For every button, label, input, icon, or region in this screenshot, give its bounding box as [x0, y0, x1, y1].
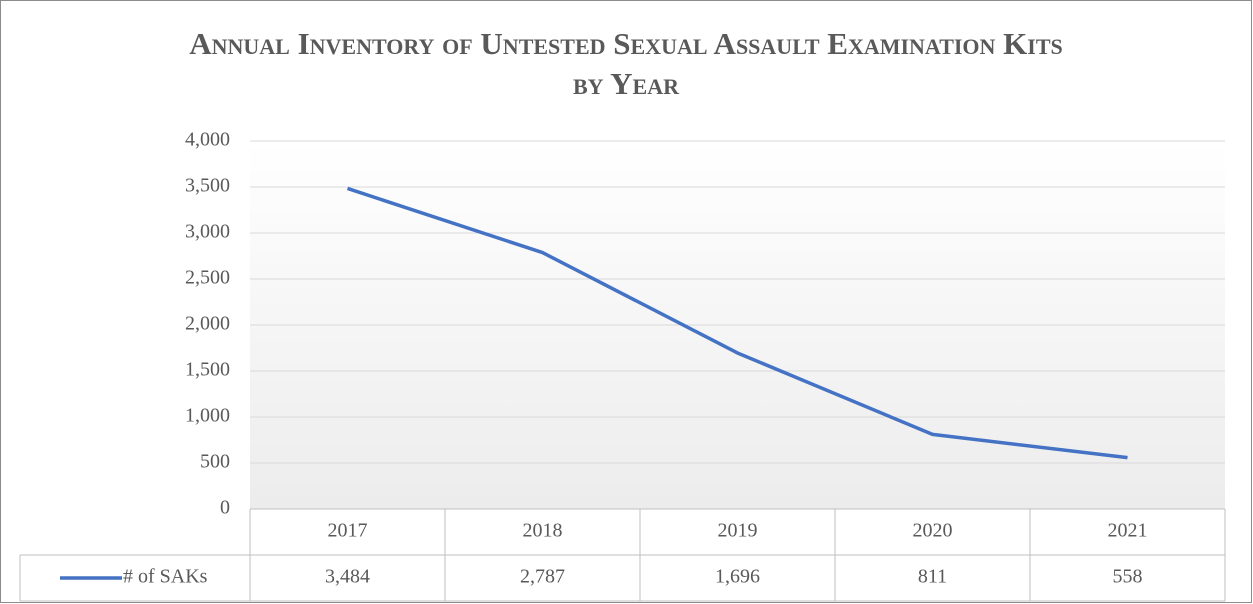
- x-tick-label: 2020: [913, 520, 953, 542]
- x-tick-label: 2018: [523, 520, 563, 542]
- data-label: 3,484: [325, 566, 370, 588]
- y-tick-label: 4,000: [185, 129, 230, 151]
- y-tick-label: 2,000: [185, 313, 230, 335]
- data-label: 1,696: [715, 566, 760, 588]
- legend-label: # of SAKs: [123, 566, 208, 588]
- y-tick-label: 1,000: [185, 405, 230, 427]
- x-tick-label: 2021: [1108, 520, 1148, 542]
- y-tick-label: 2,500: [185, 267, 230, 289]
- data-label: 558: [1113, 566, 1143, 588]
- y-tick-label: 0: [220, 497, 230, 519]
- y-tick-label: 3,000: [185, 221, 230, 243]
- chart-title: Annual Inventory of Untested Sexual Assa…: [189, 26, 1063, 101]
- data-label: 2,787: [520, 566, 565, 588]
- x-tick-label: 2017: [328, 520, 368, 542]
- y-tick-label: 3,500: [185, 175, 230, 197]
- data-label: 811: [918, 566, 947, 588]
- x-tick-label: 2019: [718, 520, 758, 542]
- y-tick-label: 500: [200, 451, 230, 473]
- y-tick-label: 1,500: [185, 359, 230, 381]
- series-line: [346, 186, 1128, 460]
